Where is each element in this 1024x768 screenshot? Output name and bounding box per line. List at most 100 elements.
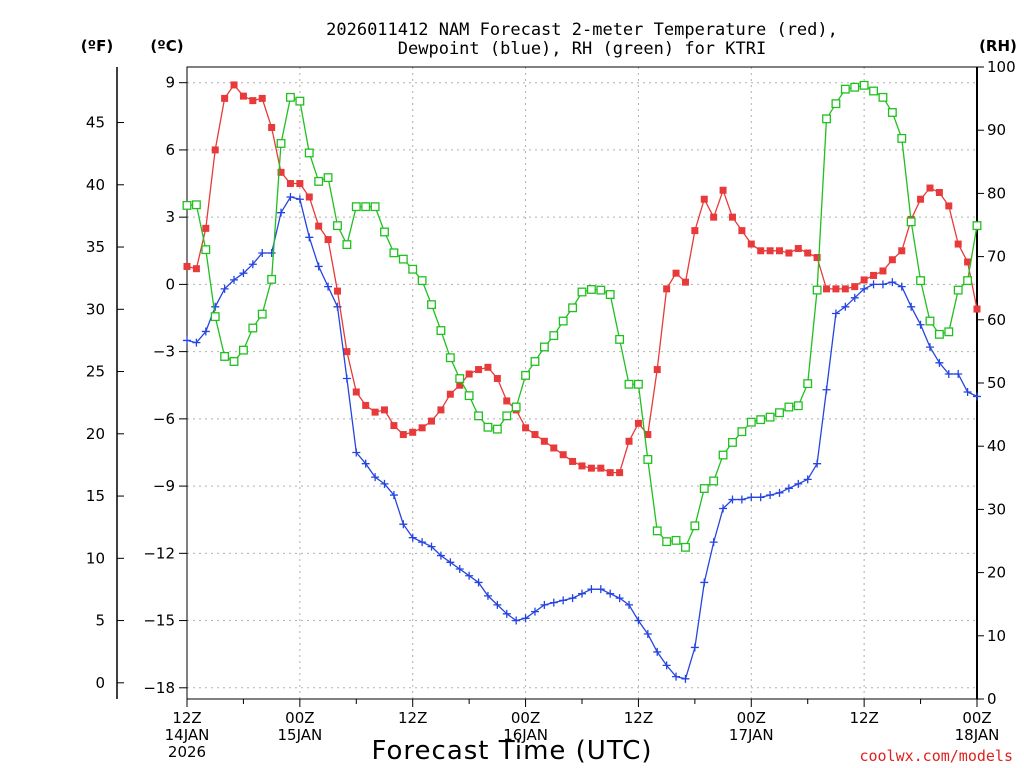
rh-point xyxy=(652,526,662,536)
dewpoint-c-point xyxy=(267,249,276,258)
temperature-c-point xyxy=(446,390,454,398)
dewpoint-c-point xyxy=(634,616,643,625)
rh-tick-label: 90 xyxy=(987,121,1006,139)
temperature-c-point xyxy=(390,422,398,430)
rh-tick-label: 100 xyxy=(987,58,1016,76)
rh-tick-label: 50 xyxy=(987,374,1006,392)
rh-tick-label: 10 xyxy=(987,627,1006,645)
temperature-c-point xyxy=(315,222,323,230)
temperature-c-point xyxy=(841,285,849,293)
rh-point xyxy=(850,82,860,92)
dewpoint-c-point xyxy=(719,504,728,513)
x-tick-label: 12Z xyxy=(398,709,427,727)
x-tick-label: 2026 xyxy=(168,743,206,761)
dewpoint-c-point xyxy=(690,643,699,652)
rh-point xyxy=(869,86,878,96)
dewpoint-c-point xyxy=(389,491,398,500)
rh-point xyxy=(530,357,540,366)
rh-point xyxy=(342,240,352,250)
dewpoint-c-point xyxy=(578,589,586,598)
dewpoint-c-point xyxy=(944,370,953,379)
rh-point xyxy=(662,537,672,547)
chart-title-line1: 2026011412 NAM Forecast 2-meter Temperat… xyxy=(326,20,838,40)
dewpoint-c-point xyxy=(333,302,342,311)
fahrenheit-tick-label: 5 xyxy=(95,612,105,630)
rh-point xyxy=(916,276,926,286)
dewpoint-c-point xyxy=(465,571,474,580)
temperature-c-point xyxy=(239,92,247,100)
temperature-c-point xyxy=(550,444,558,452)
temperature-c-point xyxy=(286,180,294,188)
rh-point xyxy=(248,323,258,333)
temperature-c-point xyxy=(484,363,492,371)
rh-point xyxy=(361,202,371,212)
celsius-tick-label: −9 xyxy=(153,477,175,495)
temperature-c-point xyxy=(888,256,896,264)
temperature-c-point xyxy=(681,278,689,286)
x-tick-label: 16JAN xyxy=(503,726,548,744)
rh-point xyxy=(934,329,944,339)
rh-point xyxy=(210,312,220,322)
x-tick-label: 17JAN xyxy=(729,726,774,744)
dewpoint-c-point xyxy=(559,596,568,605)
dewpoint-c-point xyxy=(352,448,361,457)
rh-point xyxy=(859,80,869,90)
temperature-c-point xyxy=(221,94,229,102)
rh-point xyxy=(267,274,277,284)
rh-tick-label: 0 xyxy=(987,690,997,708)
rh-point xyxy=(605,290,615,299)
rh-point xyxy=(238,345,248,355)
rh-point xyxy=(775,408,784,418)
rh-point xyxy=(784,402,794,412)
dewpoint-c-point xyxy=(615,594,624,603)
temperature-c-point xyxy=(597,464,605,472)
temperature-c-point xyxy=(766,247,774,255)
dewpoint-c-point xyxy=(502,609,511,618)
fahrenheit-tick-label: 20 xyxy=(86,425,105,443)
rh-point xyxy=(944,327,954,337)
rh-point xyxy=(972,221,982,231)
axes: 9630−3−6−9−12−15−18454035302520151050100… xyxy=(86,58,1016,761)
dewpoint-c-point xyxy=(230,275,239,284)
temperature-c-point xyxy=(719,186,727,194)
rh-point xyxy=(521,370,531,380)
temperature-c-point xyxy=(475,366,483,374)
temperature-c-point xyxy=(879,267,887,275)
x-tick-label: 18JAN xyxy=(955,726,1000,744)
rh-point xyxy=(586,285,596,294)
dewpoint-c-point xyxy=(954,370,963,379)
rh-point xyxy=(464,391,474,401)
rh-point xyxy=(831,99,841,109)
temperature-c-point xyxy=(409,428,417,436)
rh-point xyxy=(380,227,389,237)
temperature-c-point xyxy=(493,375,501,383)
temperature-c-point xyxy=(804,249,812,257)
rh-point xyxy=(596,285,606,295)
temperature-c-point xyxy=(625,437,633,445)
dewpoint-c-point xyxy=(436,551,445,560)
fahrenheit-tick-label: 0 xyxy=(95,674,105,692)
rh-point xyxy=(474,411,483,421)
dewpoint-c-point xyxy=(530,607,539,616)
rh-point xyxy=(502,411,512,421)
rh-point xyxy=(445,353,455,363)
dewpoint-c-point xyxy=(549,598,558,607)
temperature-c-point xyxy=(757,247,765,255)
x-tick-label: 00Z xyxy=(962,709,991,727)
dewpoint-c-point xyxy=(747,493,756,502)
temperature-c-point xyxy=(381,406,388,414)
temperature-c-point xyxy=(728,213,736,221)
rh-point xyxy=(756,415,766,425)
temperature-c-point xyxy=(202,224,210,232)
rh-point xyxy=(427,300,436,310)
rh-tick-label: 30 xyxy=(987,500,1006,518)
rh-point xyxy=(633,379,643,389)
dewpoint-c-point xyxy=(408,533,417,542)
rh-point xyxy=(408,264,418,274)
dewpoint-c-point xyxy=(399,520,408,529)
temperature-c-point xyxy=(823,285,831,293)
temperature-c-point xyxy=(616,469,624,477)
dewpoint-c-point xyxy=(831,309,840,318)
